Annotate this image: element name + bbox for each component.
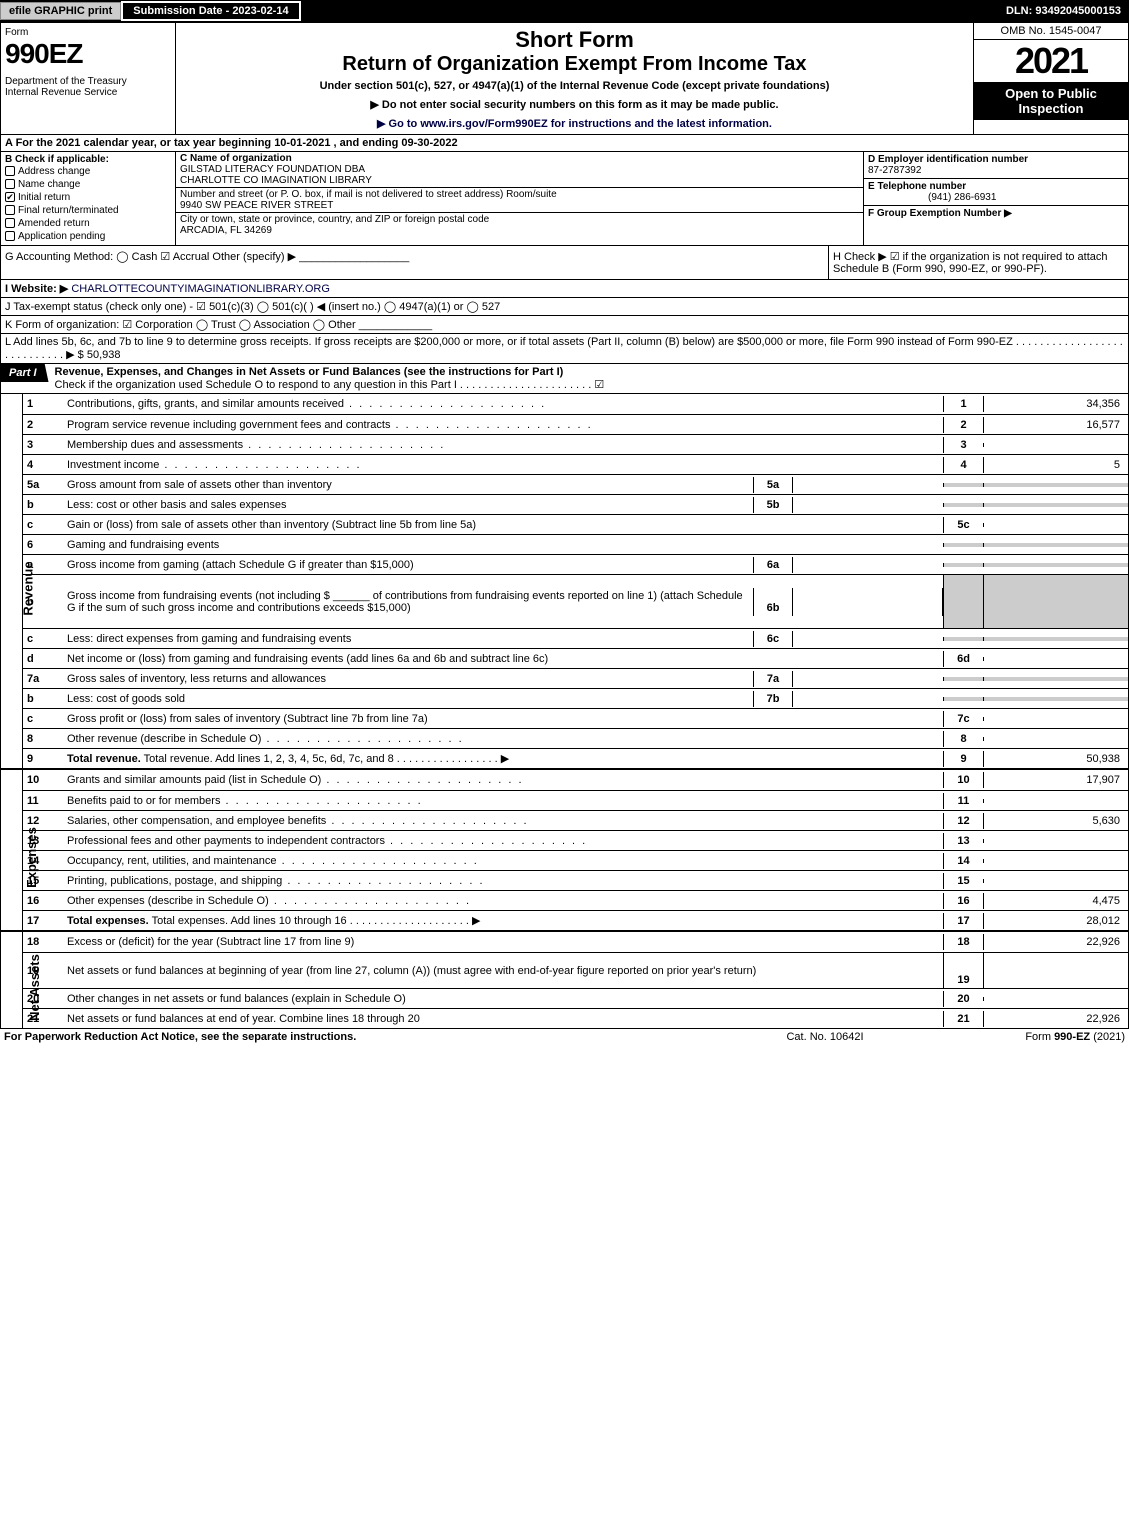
d-ein: D Employer identification number87-27873…: [864, 152, 1128, 179]
line-8: 8Other revenue (describe in Schedule O)8: [23, 728, 1128, 748]
netassets-block: Net Assets 18Excess or (deficit) for the…: [1, 932, 1128, 1028]
submission-date: Submission Date - 2023-02-14: [121, 1, 300, 21]
chk-application-pending[interactable]: Application pending: [5, 230, 171, 243]
side-netassets: Net Assets: [1, 932, 23, 1028]
side-revenue: Revenue: [1, 394, 23, 768]
chk-initial-return[interactable]: ✔Initial return: [5, 191, 171, 204]
header-center: Short Form Return of Organization Exempt…: [176, 23, 973, 134]
line-6c: cLess: direct expenses from gaming and f…: [23, 628, 1128, 648]
goto-link[interactable]: ▶ Go to www.irs.gov/Form990EZ for instru…: [186, 117, 963, 130]
form-header: Form 990EZ Department of the Treasury In…: [1, 23, 1128, 135]
revenue-block: Revenue 1Contributions, gifts, grants, a…: [1, 394, 1128, 770]
checkbox-icon: [5, 166, 15, 176]
line-7b: bLess: cost of goods sold7b: [23, 688, 1128, 708]
checkbox-icon: [5, 179, 15, 189]
c-street-block: Number and street (or P. O. box, if mail…: [176, 188, 863, 213]
dept-treasury: Department of the Treasury Internal Reve…: [5, 76, 171, 98]
l-gross-receipts: L Add lines 5b, 6c, and 7b to line 9 to …: [1, 334, 1128, 364]
h-schedule-b: H Check ▶ ☑ if the organization is not r…: [828, 246, 1128, 279]
short-form-title: Short Form: [186, 27, 963, 53]
line-5c: cGain or (loss) from sale of assets othe…: [23, 514, 1128, 534]
line-1: 1Contributions, gifts, grants, and simil…: [23, 394, 1128, 414]
j-tax-exempt: J Tax-exempt status (check only one) - ☑…: [1, 298, 1128, 316]
return-title: Return of Organization Exempt From Incom…: [186, 53, 963, 76]
i-website: I Website: ▶ CHARLOTTECOUNTYIMAGINATIONL…: [1, 280, 1128, 298]
line-18: 18Excess or (deficit) for the year (Subt…: [23, 932, 1128, 952]
line-10: 10Grants and similar amounts paid (list …: [23, 770, 1128, 790]
form-label: Form: [5, 27, 171, 38]
f-group-exemption: F Group Exemption Number ▶: [864, 206, 1128, 221]
dln: DLN: 93492045000153: [998, 3, 1129, 19]
line-3: 3Membership dues and assessments3: [23, 434, 1128, 454]
part-1-check-o: Check if the organization used Schedule …: [55, 379, 605, 391]
footer-right: Form 990-EZ (2021): [925, 1031, 1125, 1043]
g-accounting: G Accounting Method: ◯ Cash ☑ Accrual Ot…: [1, 246, 828, 279]
footer-left: For Paperwork Reduction Act Notice, see …: [4, 1031, 725, 1043]
col-c-org-info: C Name of organization GILSTAD LITERACY …: [176, 152, 863, 245]
row-g-h: G Accounting Method: ◯ Cash ☑ Accrual Ot…: [1, 246, 1128, 280]
expenses-block: Expenses 10Grants and similar amounts pa…: [1, 770, 1128, 932]
form-number: 990EZ: [5, 38, 171, 70]
checkbox-icon: ✔: [5, 192, 15, 202]
checkbox-icon: [5, 231, 15, 241]
top-bar: efile GRAPHIC print Submission Date - 20…: [0, 0, 1129, 22]
ssn-warning: ▶ Do not enter social security numbers o…: [186, 98, 963, 111]
open-public-badge: Open to Public Inspection: [974, 82, 1128, 120]
row-b-c-d-e-f: B Check if applicable: Address change Na…: [1, 152, 1128, 246]
irs-link[interactable]: ▶ Go to www.irs.gov/Form990EZ for instru…: [377, 118, 772, 130]
line-21: 21Net assets or fund balances at end of …: [23, 1008, 1128, 1028]
line-6a: aGross income from gaming (attach Schedu…: [23, 554, 1128, 574]
header-right: OMB No. 1545-0047 2021 Open to Public In…: [973, 23, 1128, 134]
line-19: 19Net assets or fund balances at beginni…: [23, 952, 1128, 988]
line-11: 11Benefits paid to or for members11: [23, 790, 1128, 810]
line-5a: 5aGross amount from sale of assets other…: [23, 474, 1128, 494]
line-2: 2Program service revenue including gover…: [23, 414, 1128, 434]
line-6: 6Gaming and fundraising events: [23, 534, 1128, 554]
form-body: Form 990EZ Department of the Treasury In…: [0, 22, 1129, 1029]
c-city-block: City or town, state or province, country…: [176, 213, 863, 237]
e-phone: E Telephone number(941) 286-6931: [864, 179, 1128, 206]
chk-address-change[interactable]: Address change: [5, 165, 171, 178]
line-12: 12Salaries, other compensation, and empl…: [23, 810, 1128, 830]
omb-number: OMB No. 1545-0047: [974, 23, 1128, 40]
checkbox-icon: [5, 218, 15, 228]
page-footer: For Paperwork Reduction Act Notice, see …: [0, 1029, 1129, 1045]
under-section: Under section 501(c), 527, or 4947(a)(1)…: [186, 80, 963, 92]
chk-name-change[interactable]: Name change: [5, 178, 171, 191]
chk-amended-return[interactable]: Amended return: [5, 217, 171, 230]
side-expenses: Expenses: [1, 770, 23, 930]
part-1-title: Revenue, Expenses, and Changes in Net As…: [55, 366, 564, 378]
line-20: 20Other changes in net assets or fund ba…: [23, 988, 1128, 1008]
line-5b: bLess: cost or other basis and sales exp…: [23, 494, 1128, 514]
tax-year: 2021: [974, 40, 1128, 82]
b-label: B Check if applicable:: [5, 154, 171, 165]
k-form-org: K Form of organization: ☑ Corporation ◯ …: [1, 316, 1128, 334]
part-1-header: Part I Revenue, Expenses, and Changes in…: [1, 364, 1128, 394]
section-a: A For the 2021 calendar year, or tax yea…: [1, 135, 1128, 152]
checkbox-icon: [5, 205, 15, 215]
line-7c: cGross profit or (loss) from sales of in…: [23, 708, 1128, 728]
website-link[interactable]: CHARLOTTECOUNTYIMAGINATIONLIBRARY.ORG: [71, 283, 330, 295]
line-6b: bGross income from fundraising events (n…: [23, 574, 1128, 628]
line-14: 14Occupancy, rent, utilities, and mainte…: [23, 850, 1128, 870]
line-17: 17Total expenses. Total expenses. Add li…: [23, 910, 1128, 930]
chk-final-return[interactable]: Final return/terminated: [5, 204, 171, 217]
line-15: 15Printing, publications, postage, and s…: [23, 870, 1128, 890]
col-b-checkboxes: B Check if applicable: Address change Na…: [1, 152, 176, 245]
c-name-block: C Name of organization GILSTAD LITERACY …: [176, 152, 863, 188]
part-1-label: Part I: [1, 364, 49, 382]
efile-print-button[interactable]: efile GRAPHIC print: [0, 2, 121, 20]
line-7a: 7aGross sales of inventory, less returns…: [23, 668, 1128, 688]
line-13: 13Professional fees and other payments t…: [23, 830, 1128, 850]
header-left: Form 990EZ Department of the Treasury In…: [1, 23, 176, 134]
footer-cat: Cat. No. 10642I: [725, 1031, 925, 1043]
line-6d: dNet income or (loss) from gaming and fu…: [23, 648, 1128, 668]
line-16: 16Other expenses (describe in Schedule O…: [23, 890, 1128, 910]
line-9: 9Total revenue. Total revenue. Add lines…: [23, 748, 1128, 768]
col-d-e-f: D Employer identification number87-27873…: [863, 152, 1128, 245]
line-4: 4Investment income45: [23, 454, 1128, 474]
